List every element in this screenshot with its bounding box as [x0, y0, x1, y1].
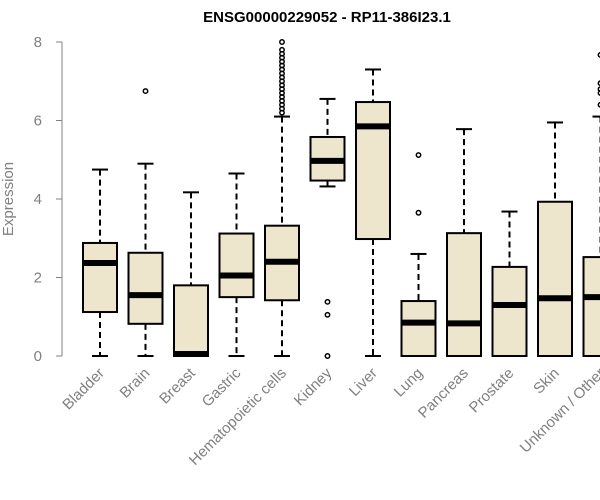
box: [173, 284, 209, 358]
box-group: [400, 152, 437, 357]
outlier-point: [415, 152, 422, 158]
outlier-point: [324, 298, 331, 305]
y-tick-label: 4: [34, 191, 42, 208]
x-tick-label: Pancreas: [415, 365, 472, 422]
box: [127, 251, 164, 325]
boxes: [82, 39, 600, 359]
outlier-point: [597, 86, 600, 93]
x-tick-label: Prostate: [466, 365, 518, 417]
box: [491, 265, 528, 357]
box-group: [127, 88, 164, 357]
outlier-point: [279, 46, 285, 53]
x-tick-label: Lung: [391, 365, 427, 401]
x-tick-label: Breast: [156, 364, 199, 407]
box-group: [173, 191, 209, 358]
outlier-point: [142, 88, 149, 95]
y-tick-label: 6: [34, 113, 42, 130]
box-group: [264, 39, 300, 357]
outlier-point: [279, 39, 285, 45]
x-tick-label: Skin: [530, 365, 563, 398]
outlier-point: [597, 80, 600, 87]
box: [218, 232, 255, 299]
x-tick-label: Bladder: [59, 365, 108, 414]
box-group: [82, 168, 118, 357]
box: [582, 256, 600, 357]
outlier-point: [324, 353, 331, 359]
box-group: [537, 121, 573, 357]
outlier-point: [324, 311, 331, 318]
y-tick-label: 2: [34, 270, 42, 287]
box: [355, 101, 391, 241]
y-axis-label: Expression: [0, 162, 17, 236]
box: [537, 200, 573, 357]
x-tick-label: Liver: [346, 365, 381, 400]
box-group: [491, 210, 528, 357]
x-tick-label: Brain: [117, 365, 154, 402]
box-group: [355, 68, 391, 357]
y-tick-label: 0: [34, 348, 42, 365]
outlier-point: [415, 209, 422, 216]
box-group: [309, 97, 346, 359]
y-tick-label: 8: [34, 34, 42, 51]
x-tick-label: Kidney: [291, 364, 336, 409]
box: [82, 241, 118, 314]
outlier-point: [597, 101, 600, 108]
outlier-point: [597, 90, 600, 96]
chart-title: ENSG00000229052 - RP11-386I23.1: [203, 9, 451, 26]
y-axis: 0 2 4 6 8: [34, 34, 63, 365]
box: [400, 300, 437, 357]
box-group: [446, 128, 482, 358]
box-group: [218, 172, 255, 357]
box: [446, 232, 482, 358]
box-group: [582, 52, 600, 357]
outlier-point: [597, 52, 600, 58]
